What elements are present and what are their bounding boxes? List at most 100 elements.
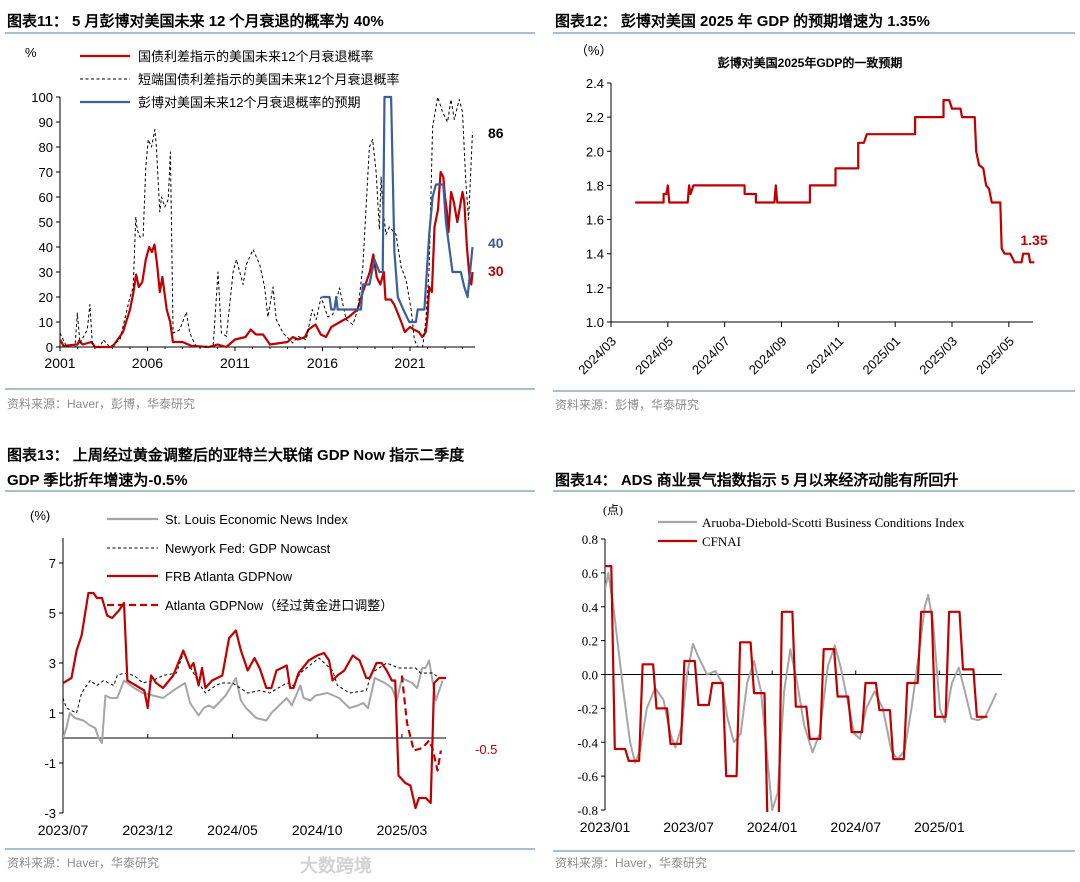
y-tick-label: 7 <box>49 556 56 571</box>
series-line-c11-2 <box>322 95 474 324</box>
chart14-source: 资料来源：Haver，华泰研究 <box>555 856 708 870</box>
x-tick-label: 2001 <box>44 355 75 371</box>
y-tick-label: 0.8 <box>582 532 598 547</box>
series-line-c13-0 <box>63 659 444 744</box>
y-tick-label: 1.4 <box>586 247 604 262</box>
y-tick-label: 20 <box>39 290 53 305</box>
c14-chart: -0.8 -0.6 -0.4 -0.2 0.0 0.2 0.4 0.6 0.8 2023/01 20… <box>577 532 1002 835</box>
chart11-source: 资料来源：Haver，彭博，华泰研究 <box>7 397 196 411</box>
y-tick-label: 10 <box>39 315 53 330</box>
chart13-title-line2: GDP 季比折年增速为-0.5% <box>7 472 188 489</box>
chart13-title-line1: 图表13： 上周经过黄金调整后的亚特兰大联储 GDP Now 指示二季度 <box>7 447 465 464</box>
chart11-legend-1-label: 短端国债利差指示的美国未来12个月衰退概率 <box>138 72 399 87</box>
y-tick-label: 60 <box>39 190 53 205</box>
chart14-title-divider <box>553 490 1075 492</box>
chart12-footer-divider <box>553 390 1075 392</box>
chart12-title-divider <box>553 32 1075 34</box>
x-tick-label: 2025/01 <box>859 334 903 378</box>
x-tick-label: 2011 <box>220 355 250 371</box>
y-tick-label: -1 <box>44 756 56 771</box>
series-line-c13-3 <box>400 675 442 772</box>
series-line-c14-0 <box>605 571 998 811</box>
x-tick-label: 2024/07 <box>830 819 881 835</box>
y-tick-label: -3 <box>44 806 56 821</box>
chart12-source: 资料来源：彭博，华泰研究 <box>555 398 700 412</box>
chart13-title-divider <box>5 490 535 492</box>
chart13-legend-3-label: Atlanta GDPNow（经过黄金进口调整） <box>165 598 393 613</box>
y-tick-label: 30 <box>39 265 53 280</box>
y-tick-label: 0.4 <box>582 600 599 615</box>
x-tick-label: 2023/01 <box>580 819 631 835</box>
chart11-annotation-40: 40 <box>488 235 504 251</box>
chart11-footer-divider <box>5 388 535 390</box>
y-tick-label: 2.0 <box>586 144 604 159</box>
x-tick-label: 2024/09 <box>746 334 790 378</box>
series-line-c12-0 <box>635 99 1035 264</box>
chart14-title: 图表14： ADS 商业景气指数指示 5 月以来经济动能有所回升 <box>555 472 959 489</box>
series-line-c13-1 <box>63 652 445 714</box>
x-tick-label: 2025/05 <box>973 334 1017 378</box>
y-tick-label: -0.8 <box>577 803 598 818</box>
chart13-annotation: -0.5 <box>475 742 497 757</box>
x-tick-label: 2024/11 <box>803 334 846 377</box>
y-tick-label: 40 <box>39 240 53 255</box>
x-tick-label: 2025/03 <box>377 822 428 838</box>
c12-chart: 1.0 1.2 1.4 1.6 1.8 2.0 2.2 2.4 2024/03 2024/05 20… <box>575 76 1035 378</box>
chart14-legend-0-label: Aruoba-Diebold-Scotti Business Condition… <box>702 515 965 530</box>
chart11-annotation-86: 86 <box>488 125 504 141</box>
legends: % 国债利差指示的美国未来12个月衰退概率短端国债利差指示的美国未来12个月衰退概… <box>25 43 1048 757</box>
chart11-title: 图表11： 5 月彭博对美国未来 12 个月衰退的概率为 40% <box>7 13 384 30</box>
series-line-c14-1 <box>605 565 988 812</box>
chart13-unit: (%) <box>30 508 50 523</box>
x-tick-label: 2024/05 <box>207 822 258 838</box>
chart13-legend-1-label: Newyork Fed: GDP Nowcast <box>165 541 331 556</box>
y-tick-label: 80 <box>39 140 53 155</box>
y-tick-label: 1.8 <box>586 178 604 193</box>
x-tick-label: 2025/03 <box>916 334 960 378</box>
y-tick-label: -0.4 <box>577 735 598 750</box>
y-tick-label: 1.2 <box>586 281 604 296</box>
x-tick-label: 2023/07 <box>38 822 89 838</box>
x-tick-label: 2024/03 <box>575 334 619 378</box>
chart11-title-divider <box>5 32 535 34</box>
y-tick-label: -0.2 <box>577 701 598 716</box>
y-tick-label: 50 <box>39 215 53 230</box>
y-tick-label: 5 <box>49 606 56 621</box>
chart11-legend-0-label: 国债利差指示的美国未来12个月衰退概率 <box>138 49 373 64</box>
y-tick-label: 2.4 <box>586 76 604 91</box>
chart12-subtitle: 彭博对美国2025年GDP的一致预期 <box>718 55 903 70</box>
y-tick-label: 100 <box>31 90 53 105</box>
y-tick-label: 0 <box>46 340 53 355</box>
y-tick-label: 1.6 <box>586 213 604 228</box>
series-line-c11-1 <box>60 96 473 348</box>
chart13-legend-0-label: St. Louis Economic News Index <box>165 512 348 527</box>
chart12-title: 图表12： 彭博对美国 2025 年 GDP 的预期增速为 1.35% <box>555 13 930 30</box>
c11-chart: 0 10 20 30 40 50 60 70 80 90 100 2001 2006 2011 2016 20… <box>31 90 475 371</box>
y-tick-label: 0.2 <box>582 634 598 649</box>
x-tick-label: 2025/01 <box>914 819 965 835</box>
y-tick-label: 70 <box>39 165 53 180</box>
y-tick-label: -0.6 <box>577 769 598 784</box>
x-tick-label: 2024/10 <box>292 822 343 838</box>
chart14-legend-1-label: CFNAI <box>702 534 741 549</box>
x-tick-label: 2006 <box>132 355 163 371</box>
y-tick-label: 2.2 <box>586 110 604 125</box>
y-tick-label: 3 <box>49 656 56 671</box>
y-tick-label: 1.0 <box>586 315 604 330</box>
chart14-unit: (点) <box>603 503 623 517</box>
y-tick-label: 90 <box>39 115 53 130</box>
chart11-legend-2-label: 彭博对美国未来12个月衰退概率的预期 <box>138 95 360 110</box>
chart11-annotation-30: 30 <box>488 263 504 279</box>
x-tick-label: 2024/05 <box>632 334 676 378</box>
series-line-c13-2 <box>63 591 446 810</box>
x-tick-label: 2024/01 <box>747 819 798 835</box>
x-tick-label: 2023/07 <box>663 819 714 835</box>
chart12-annotation: 1.35 <box>1020 232 1047 248</box>
x-tick-label: 2023/12 <box>122 822 173 838</box>
chart12-unit: （%） <box>575 43 613 58</box>
chart13-footer-divider <box>5 848 535 850</box>
chart13-source: 资料来源：Haver，华泰研究 <box>7 856 160 870</box>
watermark: 大数跨境 <box>300 856 372 876</box>
chart11-unit: % <box>25 45 37 60</box>
chart13-legend-2-label: FRB Atlanta GDPNow <box>165 569 293 584</box>
